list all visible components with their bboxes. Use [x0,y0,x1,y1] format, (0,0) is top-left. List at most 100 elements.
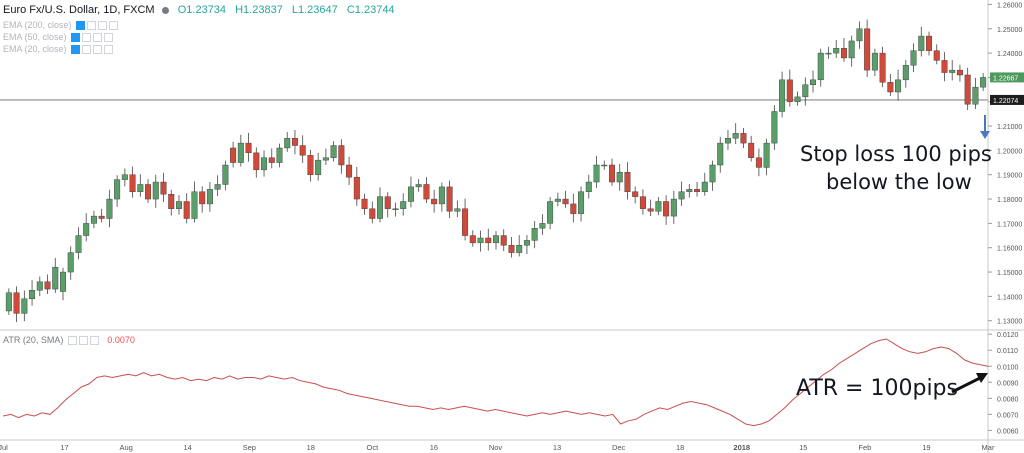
ohlc-readout: O1.23734 H1.23837 L1.23647 C1.23744 [178,4,401,16]
candle-body [222,164,229,185]
candle-body [941,60,948,73]
candle-body [523,240,530,246]
more-icon[interactable] [109,21,119,31]
candle-body [261,157,268,171]
candle-body [794,96,801,102]
candle-body [771,111,778,144]
candle-body [462,208,469,236]
time-tick-label: 18 [307,443,315,452]
candle-body [825,52,832,55]
candle-body [415,184,422,188]
close-icon[interactable] [93,45,103,55]
candle-body [423,184,430,200]
price-tick-label: 1.16000 [997,246,1022,253]
candle-body [299,145,306,156]
candle-body [616,172,623,183]
candle-body [531,228,538,241]
candle-body [60,271,66,292]
candle-body [446,186,453,212]
candle-body [361,198,368,209]
visibility-icon[interactable] [71,45,81,55]
price-tick-label: 1.25000 [997,27,1022,34]
candle-body [748,142,755,158]
candle-body [268,157,275,163]
more-icon[interactable] [104,33,114,43]
candle-body [315,159,322,175]
settings-dot-icon[interactable] [161,6,169,14]
time-tick-label: 17 [60,443,68,452]
time-tick-label: 15 [799,443,807,452]
candle-body [926,35,932,51]
candle-body [98,215,105,219]
atr-tick-label: 0.0120 [997,332,1019,339]
time-tick-label: Dec [612,443,626,452]
candle-body [137,184,144,192]
candle-body [740,133,747,144]
candle-body [469,235,476,244]
candle-body [206,189,213,205]
candle-body [964,74,971,105]
candle-body [516,245,523,253]
candle-body [701,181,708,192]
candle-body [377,196,383,219]
ohlc-close: C1.23744 [346,4,395,16]
candle-body [121,174,128,180]
candle-body [106,198,113,219]
settings-icon[interactable] [82,33,92,43]
visibility-icon[interactable] [76,21,86,31]
candle-body [322,157,329,161]
indicator-ema-50[interactable]: EMA (50, close) [3,32,114,43]
time-tick-label: Nov [489,443,503,452]
stop-loss-note-line1: Stop loss 100 pips [800,142,992,166]
candle-body [90,215,97,224]
price-tick-label: 1.14000 [997,294,1022,301]
candle-body [663,201,670,217]
candle-body [694,189,701,192]
candle-body [601,164,608,167]
candle-body [578,191,585,214]
candle-body [871,52,878,71]
candle-body [570,203,577,214]
candle-body [624,172,631,192]
time-tick-label: Jul [0,443,8,452]
more-icon[interactable] [104,45,114,55]
candle-body [477,237,484,244]
candle-body [369,208,376,219]
candle-body [686,189,693,192]
close-icon[interactable] [98,21,108,31]
visibility-icon[interactable] [71,33,81,43]
atr-tick-label: 0.0070 [997,412,1019,419]
candle-body [810,79,817,85]
candle-body [392,208,399,210]
candle-body [307,155,314,175]
candle-body [547,201,554,224]
atr-tick-label: 0.0080 [997,396,1019,403]
candle-body [678,191,685,200]
candle-body [199,191,206,205]
close-icon[interactable] [93,33,103,43]
time-tick-label: Aug [119,443,132,452]
candle-body [639,196,646,209]
candle-body [353,176,360,200]
candle-body [539,223,546,229]
settings-icon[interactable] [67,336,77,346]
price-tick-label: 1.24000 [997,51,1022,58]
settings-icon[interactable] [87,21,97,31]
atr-arrow-head-icon [976,373,988,383]
candle-body [910,50,917,66]
candle-body [330,145,337,158]
atr-value: 0.0070 [107,335,135,345]
atr-header: ATR (20, SMA) 0.0070 [3,335,135,346]
candle-body [895,79,902,93]
candle-body [129,174,136,192]
time-tick-label: 14 [184,443,192,452]
time-tick-label: 2018 [733,443,750,452]
more-icon[interactable] [89,336,99,346]
candle-body [972,86,979,105]
close-icon[interactable] [78,336,88,346]
indicator-ema-20[interactable]: EMA (20, close) [3,44,114,55]
indicator-ema-200[interactable]: EMA (200, close) [3,20,119,31]
settings-icon[interactable] [82,45,92,55]
ohlc-low: L1.23647 [291,4,338,16]
